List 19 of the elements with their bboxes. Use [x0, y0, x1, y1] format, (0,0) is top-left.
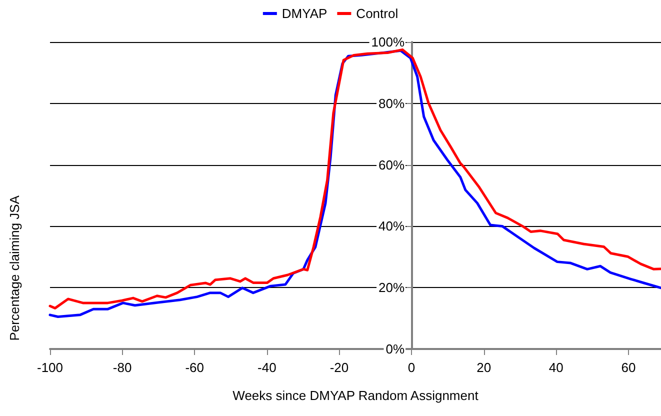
x-tick-label: -20	[330, 360, 349, 375]
y-tick-label: 40%	[378, 218, 405, 234]
legend-label: Control	[356, 6, 398, 21]
legend-label: DMYAP	[282, 6, 328, 21]
x-tick-label: -60	[185, 360, 204, 375]
y-tick-label: 0%	[386, 342, 405, 356]
x-tick-label: -40	[258, 360, 276, 375]
y-tick-label: 100%	[371, 34, 405, 50]
y-tick-label: 20%	[378, 280, 405, 296]
y-tick-label: 80%	[378, 96, 405, 111]
x-tick-label: -80	[112, 360, 132, 375]
x-tick-label: 40	[548, 360, 564, 375]
x-tick-label: 60	[621, 360, 636, 375]
x-tick-label: 0	[408, 360, 416, 375]
x-tick-label: 20	[476, 360, 492, 375]
x-tick-label: -100	[36, 360, 64, 375]
y-tick-label: 60%	[378, 157, 405, 172]
y-axis-title: Percentage claiming JSA	[7, 195, 22, 341]
x-axis-title: Weeks since DMYAP Random Assignment	[232, 388, 479, 403]
